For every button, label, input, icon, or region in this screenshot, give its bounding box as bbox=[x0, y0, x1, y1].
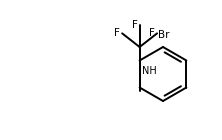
Text: NH: NH bbox=[142, 66, 156, 75]
Text: F: F bbox=[132, 20, 138, 30]
Text: Br: Br bbox=[158, 30, 170, 40]
Text: F: F bbox=[149, 28, 155, 38]
Text: F: F bbox=[114, 28, 120, 38]
